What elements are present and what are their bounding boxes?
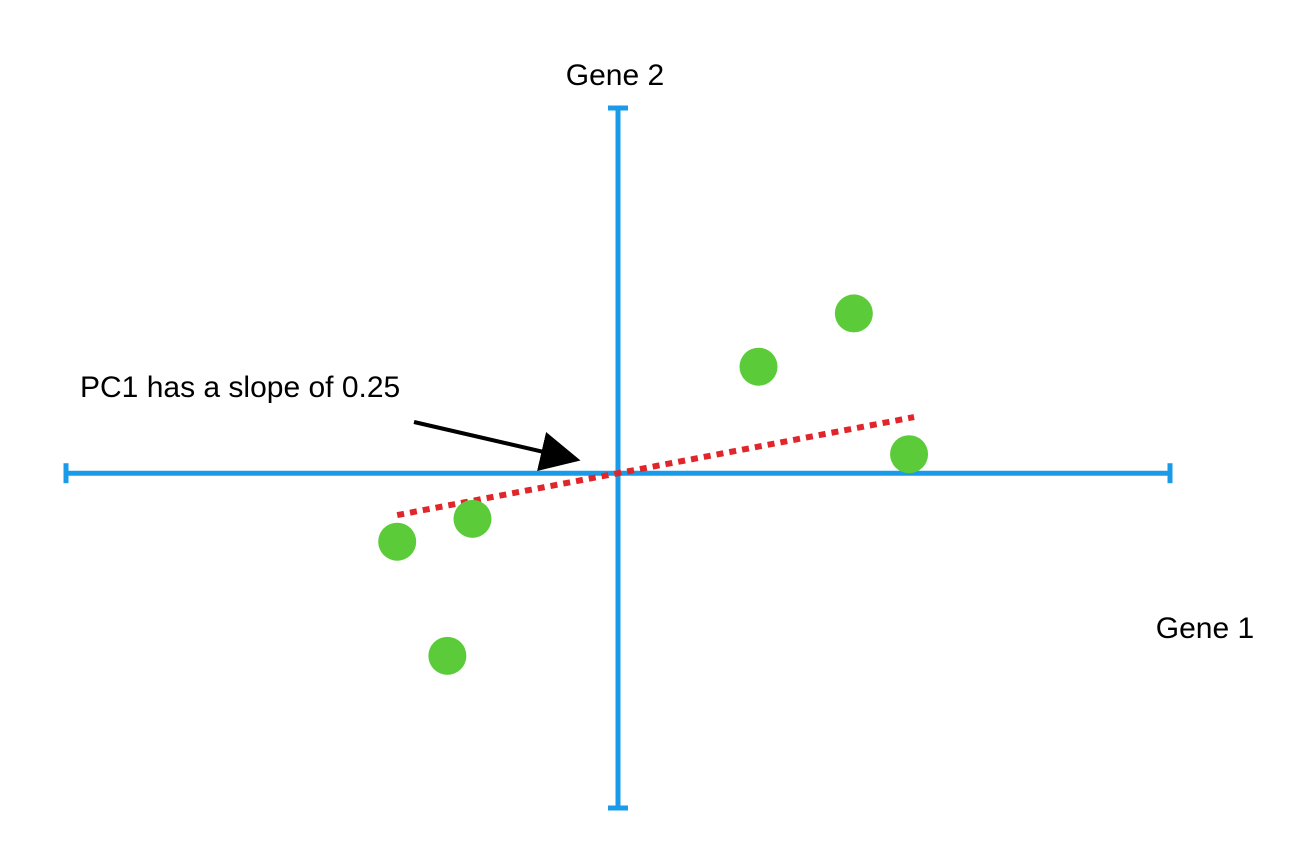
annotation-text: PC1 has a slope of 0.25 [80, 371, 400, 404]
data-point-2 [453, 499, 492, 538]
data-point-1 [378, 522, 417, 561]
data-point-3 [428, 636, 467, 675]
annotation-layer [413, 420, 581, 471]
data-point-6 [890, 435, 929, 474]
points-layer [378, 294, 929, 675]
axes [63, 105, 1173, 811]
x-axis-label: Gene 1 [1156, 612, 1254, 645]
data-point-4 [739, 347, 778, 386]
pc1-line [396, 414, 915, 519]
pc1-line-layer [396, 414, 915, 519]
annotation-arrow [413, 420, 581, 471]
data-point-5 [834, 294, 873, 333]
y-axis-label: Gene 2 [566, 59, 664, 92]
